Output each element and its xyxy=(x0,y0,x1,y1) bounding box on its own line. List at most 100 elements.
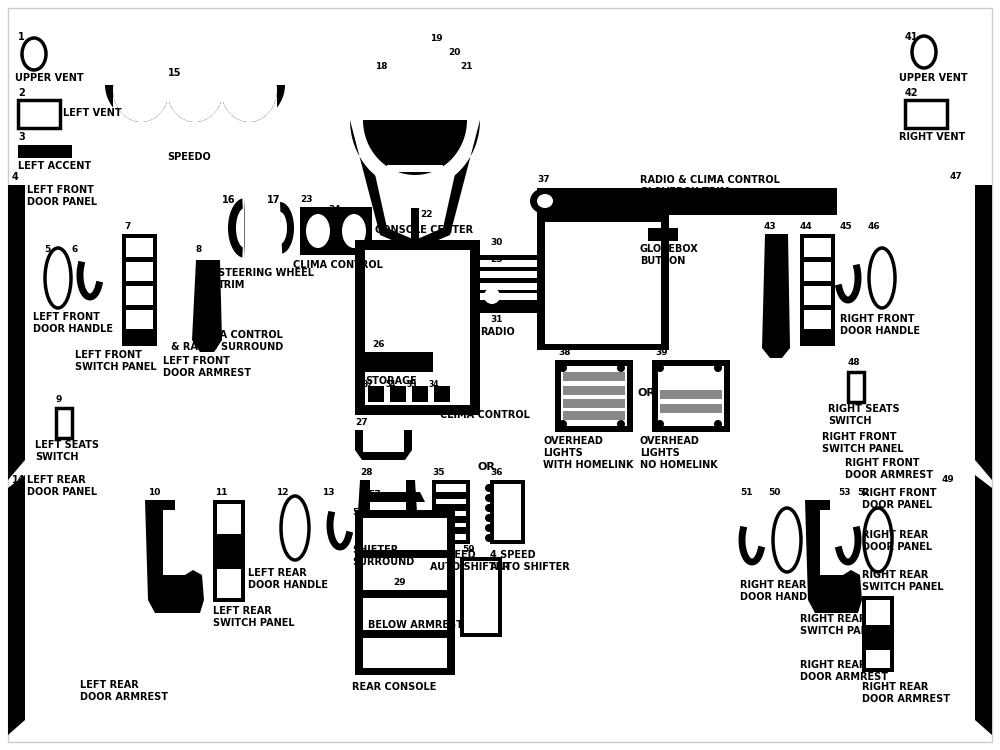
Text: SWITCH PANEL: SWITCH PANEL xyxy=(822,444,904,454)
Bar xyxy=(563,372,625,381)
Text: 21: 21 xyxy=(460,62,473,71)
Polygon shape xyxy=(192,260,222,352)
Bar xyxy=(563,411,625,420)
Text: 47: 47 xyxy=(950,172,963,181)
Bar xyxy=(555,360,633,432)
Polygon shape xyxy=(145,500,204,613)
Polygon shape xyxy=(228,198,245,258)
Text: 50: 50 xyxy=(768,488,780,497)
Text: DOOR PANEL: DOOR PANEL xyxy=(27,197,97,207)
Bar xyxy=(363,590,447,598)
Bar xyxy=(387,204,443,211)
Bar xyxy=(365,352,433,372)
Text: LIGHTS: LIGHTS xyxy=(543,448,583,458)
Text: RADIO & CLIMA CONTROL: RADIO & CLIMA CONTROL xyxy=(640,175,780,185)
Polygon shape xyxy=(357,480,418,538)
Text: RIGHT REAR: RIGHT REAR xyxy=(800,614,866,624)
Text: LEFT FRONT: LEFT FRONT xyxy=(163,356,230,366)
Ellipse shape xyxy=(485,484,493,492)
Text: 51: 51 xyxy=(740,488,753,497)
Text: RIGHT SEATS: RIGHT SEATS xyxy=(828,404,900,414)
Text: CLIMA CONTROL: CLIMA CONTROL xyxy=(193,330,283,340)
Text: SWITCH: SWITCH xyxy=(828,416,872,426)
Text: DOOR ARMREST: DOOR ARMREST xyxy=(800,672,888,682)
Text: RIGHT FRONT: RIGHT FRONT xyxy=(840,314,914,324)
Bar xyxy=(363,550,447,558)
Ellipse shape xyxy=(113,58,169,122)
Text: RADIO: RADIO xyxy=(480,327,515,337)
Polygon shape xyxy=(8,475,25,735)
Text: 10: 10 xyxy=(148,488,160,497)
Bar xyxy=(436,516,466,523)
Bar xyxy=(460,557,502,637)
Polygon shape xyxy=(236,208,245,248)
Text: 56: 56 xyxy=(363,405,373,414)
Bar xyxy=(862,596,894,672)
Text: WITH HOMELINK: WITH HOMELINK xyxy=(543,460,634,470)
Ellipse shape xyxy=(383,90,447,110)
Text: 22: 22 xyxy=(420,210,432,219)
Text: DOOR PANEL: DOOR PANEL xyxy=(862,500,932,510)
Text: 4 SPEED: 4 SPEED xyxy=(490,550,536,560)
Text: GLOVEBOX TRIM: GLOVEBOX TRIM xyxy=(640,187,730,197)
Bar xyxy=(387,178,443,185)
Text: 18: 18 xyxy=(375,62,388,71)
Text: 13: 13 xyxy=(322,488,334,497)
Text: GLOVEBOX: GLOVEBOX xyxy=(640,244,699,254)
Text: & RADIO SURROUND: & RADIO SURROUND xyxy=(171,342,283,352)
Ellipse shape xyxy=(714,364,722,372)
Text: 16: 16 xyxy=(222,195,236,205)
Text: BUTTON: BUTTON xyxy=(640,256,685,266)
Text: OVERHEAD: OVERHEAD xyxy=(640,436,700,446)
Text: RIGHT VENT: RIGHT VENT xyxy=(899,132,965,142)
Bar xyxy=(652,360,730,432)
Text: DOOR ARMREST: DOOR ARMREST xyxy=(845,470,933,480)
Polygon shape xyxy=(363,120,467,175)
Text: STEERING WHEEL: STEERING WHEEL xyxy=(218,268,314,278)
Text: DOOR PANEL: DOOR PANEL xyxy=(862,542,932,552)
Text: 31: 31 xyxy=(490,315,503,324)
Bar xyxy=(480,271,537,278)
Bar xyxy=(126,238,153,257)
Text: LEFT ACCENT: LEFT ACCENT xyxy=(18,161,91,171)
Text: 54: 54 xyxy=(385,380,395,389)
Bar xyxy=(217,504,241,598)
Text: 7: 7 xyxy=(124,222,130,231)
Text: RIGHT REAR: RIGHT REAR xyxy=(740,580,806,590)
Text: AUTO SHIFTER: AUTO SHIFTER xyxy=(430,562,510,572)
Text: LEFT SEATS: LEFT SEATS xyxy=(35,440,99,450)
Text: DOOR ARMREST: DOOR ARMREST xyxy=(163,368,251,378)
Text: OVERHEAD: OVERHEAD xyxy=(543,436,603,446)
Bar xyxy=(490,480,525,544)
Polygon shape xyxy=(167,90,223,145)
Bar xyxy=(545,222,661,344)
Text: 38: 38 xyxy=(558,348,570,357)
Text: 46: 46 xyxy=(868,222,881,231)
Bar xyxy=(648,228,678,241)
Bar xyxy=(122,234,157,346)
Polygon shape xyxy=(762,234,790,358)
Text: RIGHT REAR: RIGHT REAR xyxy=(862,530,928,540)
Bar xyxy=(480,283,537,290)
Text: OR: OR xyxy=(638,388,656,398)
Text: 32: 32 xyxy=(363,380,374,389)
Text: RIGHT FRONT: RIGHT FRONT xyxy=(845,458,920,468)
Text: DOOR HANDLE: DOOR HANDLE xyxy=(33,324,113,334)
Text: 29: 29 xyxy=(393,578,406,587)
Text: 57: 57 xyxy=(368,490,381,499)
Text: LEFT REAR: LEFT REAR xyxy=(80,680,139,690)
Polygon shape xyxy=(975,475,992,735)
Ellipse shape xyxy=(656,420,664,428)
Polygon shape xyxy=(975,185,992,480)
Bar xyxy=(363,518,447,668)
Bar xyxy=(368,386,384,402)
Polygon shape xyxy=(355,430,412,460)
Text: REAR CONSOLE: REAR CONSOLE xyxy=(352,682,436,692)
Text: 59: 59 xyxy=(462,545,475,554)
Ellipse shape xyxy=(559,420,567,428)
Bar xyxy=(658,366,724,426)
Bar xyxy=(804,310,831,329)
Text: DOOR ARMREST: DOOR ARMREST xyxy=(80,692,168,702)
Text: LEFT REAR: LEFT REAR xyxy=(213,606,272,616)
Text: LEFT VENT: LEFT VENT xyxy=(63,108,122,118)
